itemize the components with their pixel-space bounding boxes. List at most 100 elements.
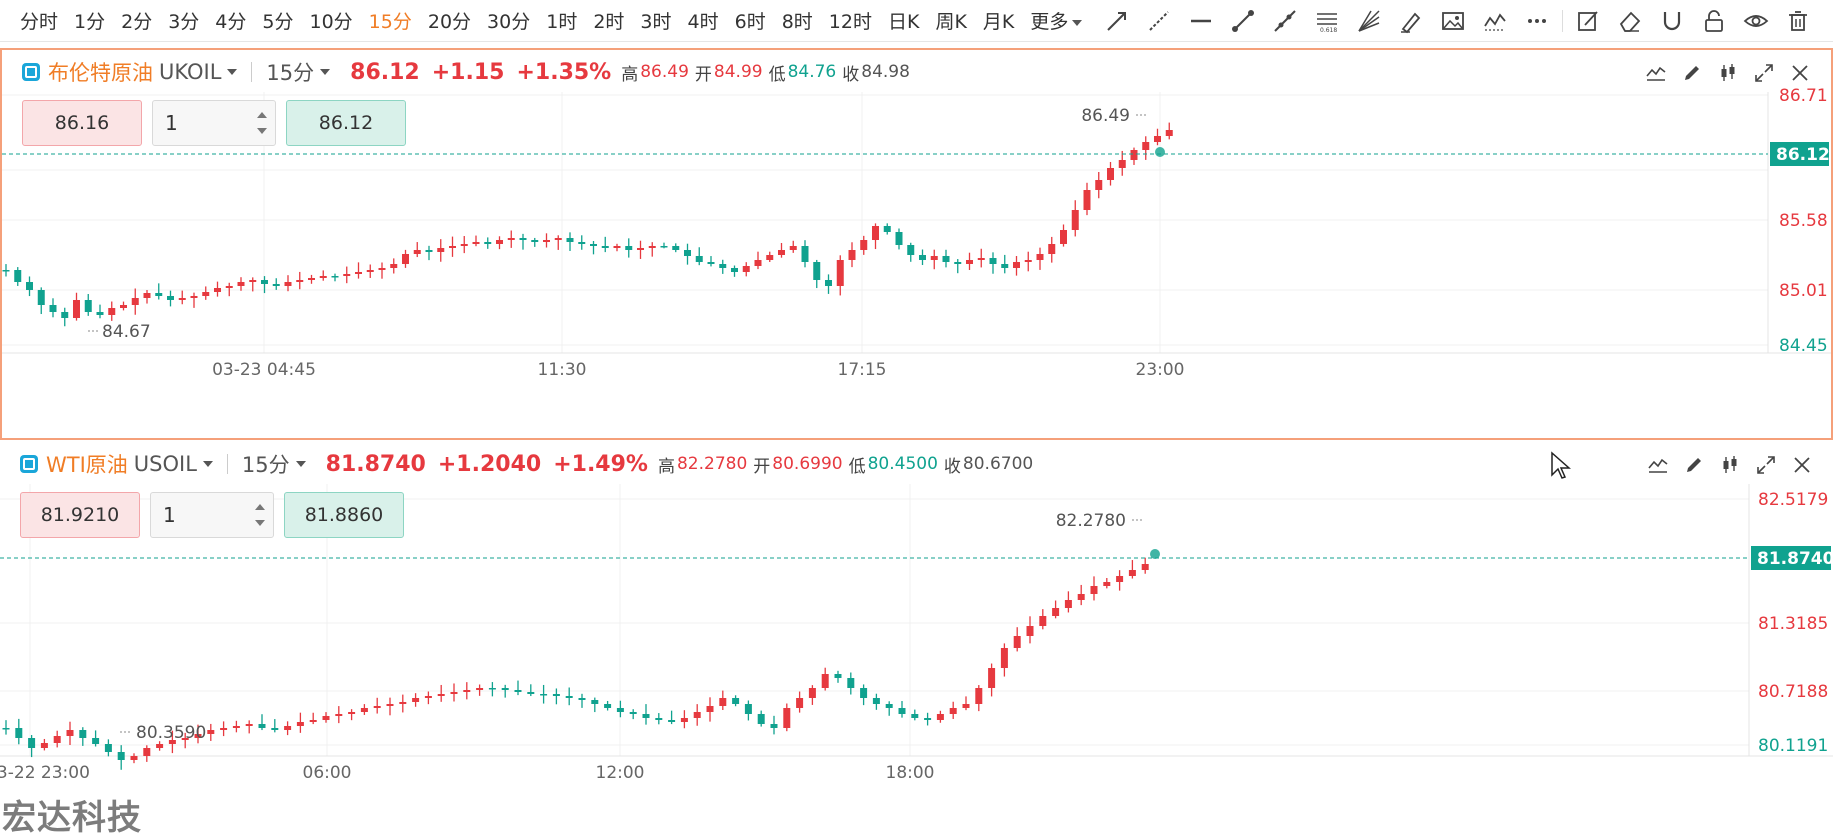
trend-line-icon[interactable]: [1264, 0, 1306, 42]
period-9[interactable]: 30分: [487, 11, 531, 33]
period-0[interactable]: 分时: [20, 11, 59, 33]
candlestick-chart-ukoil[interactable]: 86.71 85.58 85.01 84.45 03-23 04:45 11:30 17:1…: [2, 50, 1831, 438]
high-annotation: 82.2780: [1056, 511, 1126, 531]
period-6[interactable]: 10分: [309, 11, 353, 33]
expand-icon[interactable]: [1749, 448, 1783, 482]
candlestick-chart-usoil[interactable]: 82.5179 81.3185 80.7188 80.1191 03-22 23:00 0…: [0, 442, 1833, 831]
candle-body: [616, 708, 624, 712]
interval-dropdown-icon[interactable]: [295, 461, 306, 467]
panel-controls: [1637, 56, 1817, 90]
close-icon[interactable]: [1783, 56, 1817, 90]
lock-icon[interactable]: [1693, 0, 1735, 42]
period-13[interactable]: 4时: [687, 11, 719, 33]
candle-type-icon[interactable]: [1711, 56, 1745, 90]
eraser-icon[interactable]: [1609, 0, 1651, 42]
symbol-dropdown-icon[interactable]: [202, 461, 213, 467]
candle-body: [117, 752, 125, 760]
more-icon[interactable]: [1516, 0, 1558, 42]
period-15[interactable]: 8时: [781, 11, 813, 33]
eye-icon[interactable]: [1735, 0, 1777, 42]
interval-select[interactable]: 15分: [266, 61, 315, 85]
period-11[interactable]: 2时: [593, 11, 625, 33]
arrow-line-icon[interactable]: [1096, 0, 1138, 42]
price-change: +1.15: [431, 59, 505, 85]
period-2[interactable]: 2分: [121, 11, 153, 33]
interval-select[interactable]: 15分: [241, 453, 290, 477]
candle-body: [527, 692, 535, 694]
period-12[interactable]: 3时: [640, 11, 672, 33]
period-14[interactable]: 6时: [734, 11, 766, 33]
svg-text:0.618: 0.618: [1320, 27, 1337, 34]
interval-dropdown-icon[interactable]: [320, 69, 331, 75]
fibonacci-icon[interactable]: 0.618: [1306, 0, 1348, 42]
symbol-name[interactable]: 布伦特原油: [48, 61, 153, 85]
period-18[interactable]: 周K: [935, 11, 967, 33]
candle-type-icon[interactable]: [1713, 448, 1747, 482]
low-annotation: 80.3590: [136, 723, 206, 743]
symbol-icon: [20, 455, 38, 473]
brush-icon[interactable]: [1390, 0, 1432, 42]
quantity-input[interactable]: [153, 101, 243, 145]
quantity-stepper[interactable]: [150, 492, 274, 538]
candle-body: [962, 704, 970, 708]
candle-body: [386, 704, 394, 706]
horizontal-line-icon[interactable]: [1180, 0, 1222, 42]
quantity-stepper[interactable]: [152, 100, 276, 146]
ray-icon[interactable]: [1138, 0, 1180, 42]
indicator-icon[interactable]: [1641, 448, 1675, 482]
chart-panel-ukoil[interactable]: 86.71 85.58 85.01 84.45 03-23 04:45 11:30 17:1…: [0, 48, 1833, 440]
period-4[interactable]: 4分: [215, 11, 247, 33]
period-1[interactable]: 1分: [74, 11, 106, 33]
drawing-tools: 0.618: [1096, 0, 1819, 42]
pattern-icon[interactable]: [1474, 0, 1516, 42]
chart-panel-usoil[interactable]: 82.5179 81.3185 80.7188 80.1191 03-22 23:00 0…: [0, 442, 1833, 831]
symbol-code[interactable]: USOIL: [133, 452, 197, 476]
sell-button[interactable]: 86.16: [22, 100, 142, 146]
buy-button[interactable]: 86.12: [286, 100, 406, 146]
quantity-up-icon[interactable]: [255, 504, 265, 510]
period-10[interactable]: 1时: [546, 11, 578, 33]
note-icon[interactable]: [1567, 0, 1609, 42]
quantity-input[interactable]: [151, 493, 241, 537]
period-17[interactable]: 日K: [887, 11, 920, 33]
open-label: 开: [694, 64, 712, 85]
period-19[interactable]: 月K: [982, 11, 1015, 33]
symbol-code[interactable]: UKOIL: [159, 60, 222, 84]
candle-body: [648, 246, 656, 248]
quantity-down-icon[interactable]: [257, 128, 267, 134]
period-20[interactable]: 更多: [1030, 7, 1082, 34]
quantity-down-icon[interactable]: [255, 520, 265, 526]
indicator-icon[interactable]: [1639, 56, 1673, 90]
segment-icon[interactable]: [1222, 0, 1264, 42]
candle-body: [73, 300, 80, 318]
expand-icon[interactable]: [1747, 56, 1781, 90]
draw-pencil-icon[interactable]: [1677, 448, 1711, 482]
candle-body: [37, 290, 45, 305]
candle-body: [261, 280, 268, 284]
symbol-name[interactable]: WTI原油: [46, 453, 128, 477]
quantity-up-icon[interactable]: [257, 112, 267, 118]
candle-body: [1130, 150, 1138, 160]
fan-icon[interactable]: [1348, 0, 1390, 42]
magnet-icon[interactable]: [1651, 0, 1693, 42]
candle-body: [629, 712, 637, 714]
symbol-dropdown-icon[interactable]: [227, 69, 238, 75]
period-5[interactable]: 5分: [262, 11, 294, 33]
candle-body: [732, 698, 740, 704]
candle-body: [202, 292, 210, 296]
period-7[interactable]: 15分: [368, 11, 412, 33]
draw-pencil-icon[interactable]: [1675, 56, 1709, 90]
trash-icon[interactable]: [1777, 0, 1819, 42]
candle-body: [284, 282, 292, 286]
close-icon[interactable]: [1785, 448, 1819, 482]
period-16[interactable]: 12时: [828, 11, 872, 33]
image-icon[interactable]: [1432, 0, 1474, 42]
buy-button[interactable]: 81.8860: [284, 492, 404, 538]
candle-body: [449, 246, 456, 248]
candle-body: [1060, 230, 1067, 244]
time-tick-label: 17:15: [838, 360, 887, 380]
price-tick-label: 85.58: [1779, 211, 1828, 231]
sell-button[interactable]: 81.9210: [20, 492, 140, 538]
period-3[interactable]: 3分: [168, 11, 200, 33]
period-8[interactable]: 20分: [427, 11, 472, 33]
